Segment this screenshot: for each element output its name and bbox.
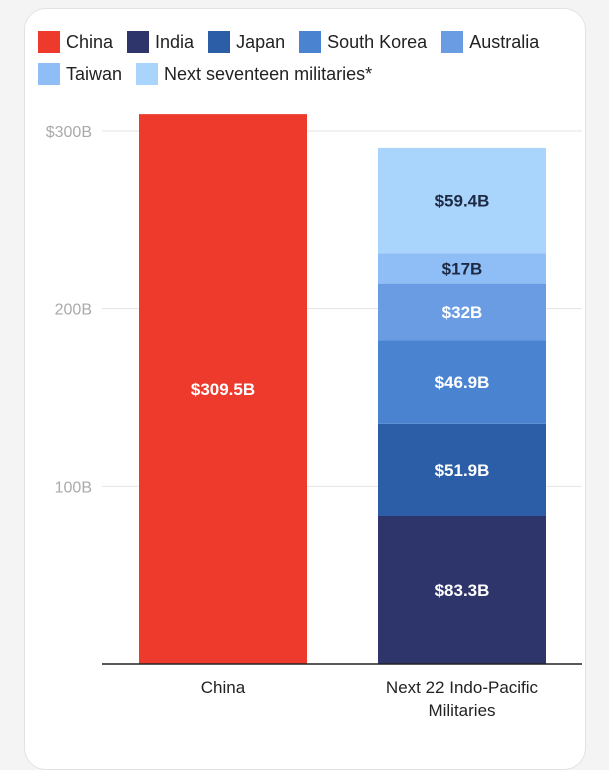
legend-item: China [38, 30, 113, 54]
bar-segment [378, 253, 546, 284]
legend-item: Japan [208, 30, 285, 54]
legend-label: South Korea [327, 31, 428, 52]
x-category-label: Militaries [428, 701, 495, 720]
legend-swatch [299, 31, 322, 53]
legend-swatch [38, 31, 60, 53]
legend-item: Australia [441, 30, 539, 54]
y-tick-label: 100B [55, 479, 92, 496]
data-label: $51.9B [435, 461, 490, 480]
legend-item: India [127, 30, 194, 54]
legend-swatch [38, 63, 60, 85]
bar-segment [378, 147, 546, 254]
bar-segment [378, 423, 546, 517]
bar-segment [139, 114, 307, 665]
data-label: $309.5B [191, 380, 255, 399]
legend-swatch [136, 63, 159, 85]
data-label: $32B [442, 303, 483, 322]
data-label: $83.3B [435, 581, 490, 600]
legend-label: China [66, 31, 114, 52]
bar-segment [378, 340, 546, 424]
data-label: $17B [442, 260, 483, 279]
bar-chart: 100B 200B $300B $309.5B $83.3B $51.9B $46.9B $3… [46, 114, 582, 720]
y-tick-label: $300B [46, 124, 92, 141]
legend-item: Next seventeen militaries* [136, 62, 372, 86]
legend-label: Taiwan [66, 63, 123, 84]
legend-swatch [208, 31, 231, 53]
legend-swatch [127, 31, 150, 53]
legend-label: India [155, 31, 195, 52]
bar-segment [378, 516, 546, 664]
bar-segment [378, 283, 546, 341]
legend-item: South Korea [299, 30, 427, 54]
x-category-label: Next 22 Indo-Pacific [386, 678, 539, 697]
legend-label: Japan [236, 31, 286, 52]
data-label: $59.4B [435, 192, 490, 211]
x-category-label: China [201, 678, 246, 697]
legend-label: Next seventeen militaries* [164, 63, 373, 84]
y-tick-label: 200B [55, 302, 92, 319]
data-label: $46.9B [435, 373, 490, 392]
legend-swatch [441, 31, 464, 53]
legend-item: Taiwan [38, 62, 122, 86]
legend-label: Australia [469, 31, 540, 52]
legend: China India Japan South Korea Australia Taiwa… [38, 30, 578, 86]
